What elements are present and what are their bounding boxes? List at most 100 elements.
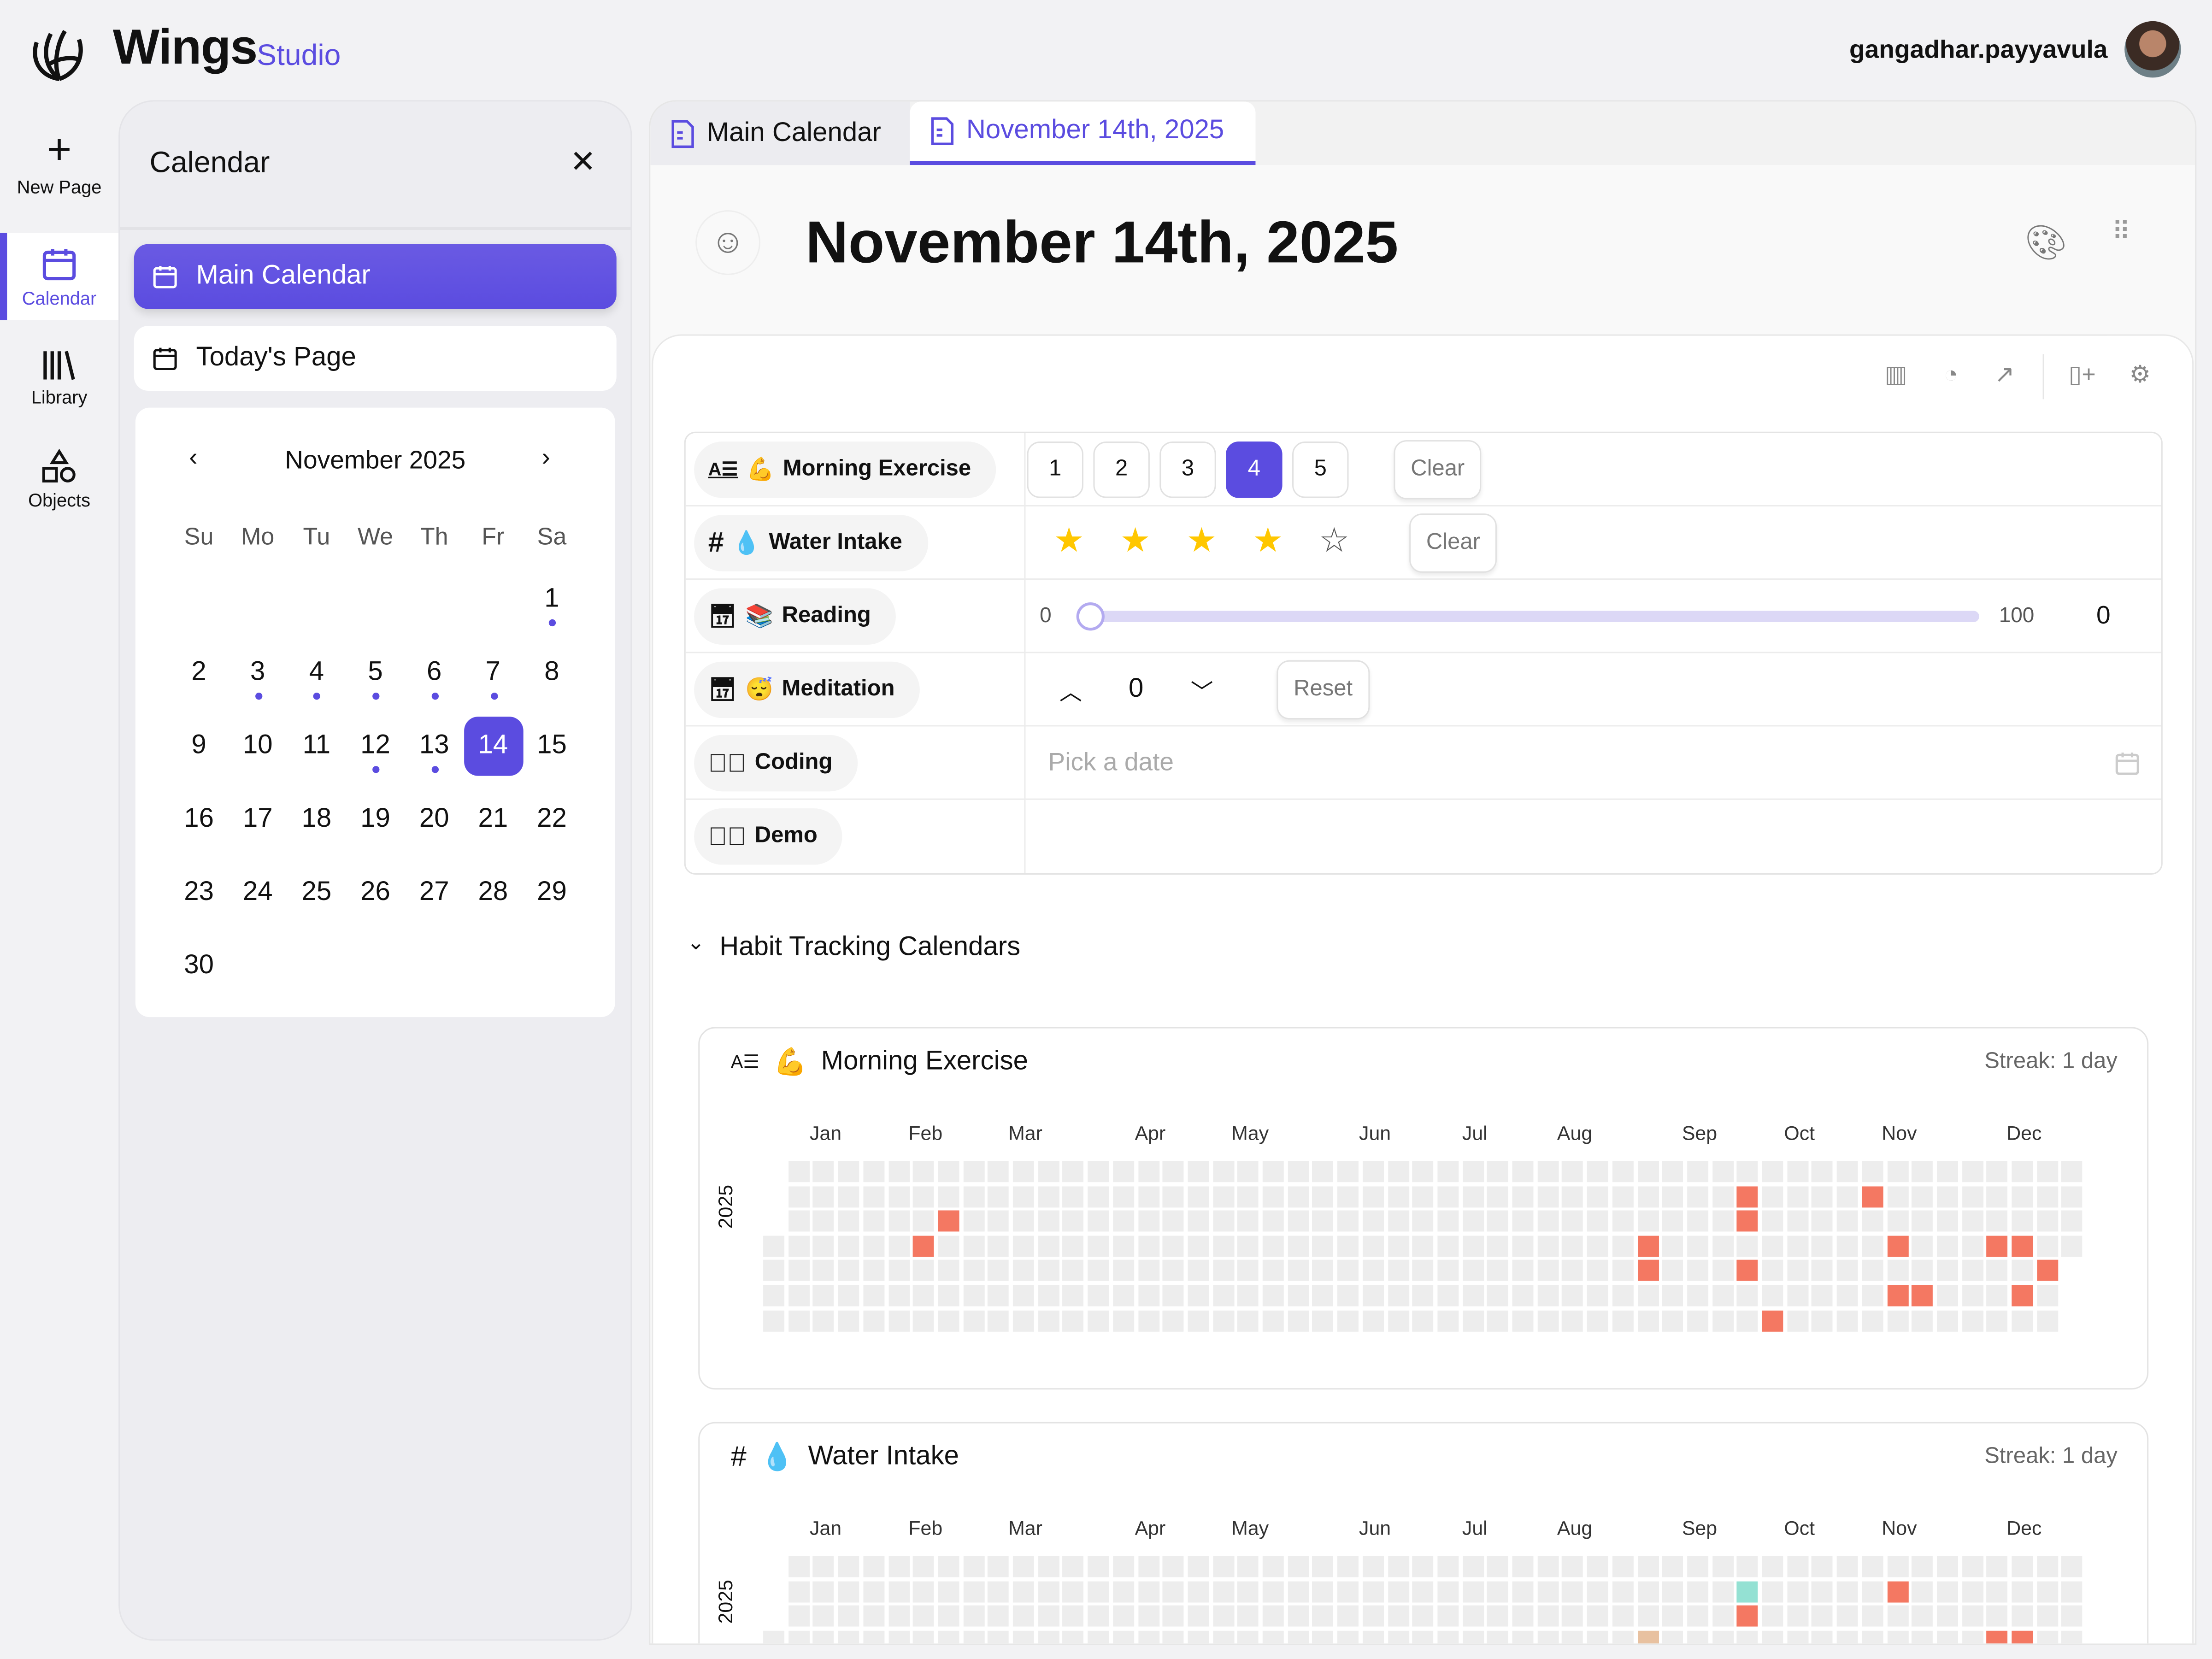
heatmap-cell[interactable]: [1712, 1630, 1733, 1644]
heatmap-cell[interactable]: [1862, 1211, 1883, 1232]
heatmap-cell[interactable]: [838, 1260, 859, 1282]
heatmap-cell[interactable]: [1312, 1161, 1334, 1182]
heatmap-cell[interactable]: [1212, 1556, 1234, 1577]
heatmap-cell[interactable]: [838, 1211, 859, 1232]
heatmap-cell[interactable]: [1412, 1186, 1434, 1207]
heatmap-cell[interactable]: [1762, 1211, 1783, 1232]
calendar-icon[interactable]: [2113, 749, 2141, 777]
heatmap-cell[interactable]: [1137, 1161, 1159, 1182]
heatmap-cell[interactable]: [2036, 1310, 2058, 1331]
heatmap-cell[interactable]: [1537, 1556, 1559, 1577]
heatmap-cell[interactable]: [1787, 1556, 1808, 1577]
star-empty-icon[interactable]: ☆: [1319, 522, 1350, 560]
heatmap-cell[interactable]: [1437, 1186, 1459, 1207]
heatmap-cell[interactable]: [888, 1235, 909, 1257]
heatmap-cell[interactable]: [1387, 1630, 1409, 1644]
drag-handle-icon[interactable]: ⠿: [2112, 217, 2130, 246]
heatmap-cell[interactable]: [1412, 1235, 1434, 1257]
heatmap-cell-filled[interactable]: [1887, 1285, 1908, 1306]
heatmap-cell[interactable]: [1012, 1285, 1034, 1306]
heatmap-cell[interactable]: [1362, 1211, 1384, 1232]
heatmap-cell[interactable]: [963, 1186, 984, 1207]
heatmap-cell[interactable]: [1961, 1556, 1983, 1577]
heatmap-cell[interactable]: [1012, 1161, 1034, 1182]
heatmap-cell[interactable]: [1737, 1630, 1759, 1644]
heatmap-cell[interactable]: [1987, 1161, 2008, 1182]
avatar[interactable]: [2124, 21, 2181, 78]
heatmap-cell[interactable]: [1862, 1630, 1883, 1644]
heatmap-cell[interactable]: [1487, 1161, 1509, 1182]
heatmap-cell[interactable]: [1612, 1581, 1634, 1602]
habit-section-title[interactable]: Habit Tracking Calendars: [719, 932, 1021, 962]
heatmap-cell[interactable]: [1936, 1606, 1958, 1627]
heatmap-cell[interactable]: [1961, 1285, 1983, 1306]
heatmap-cell[interactable]: [1088, 1161, 1109, 1182]
heatmap-cell[interactable]: [1987, 1285, 2008, 1306]
heatmap-cell[interactable]: [888, 1285, 909, 1306]
heatmap-cell[interactable]: [1188, 1211, 1209, 1232]
heatmap-cell[interactable]: [1961, 1235, 1983, 1257]
heatmap-cell[interactable]: [963, 1211, 984, 1232]
heatmap-cell[interactable]: [1188, 1310, 1209, 1331]
heatmap-cell[interactable]: [1987, 1260, 2008, 1282]
heatmap-cell[interactable]: [763, 1310, 785, 1331]
heatmap-cell[interactable]: [1412, 1260, 1434, 1282]
heatmap-cell[interactable]: [1612, 1161, 1634, 1182]
heatmap-cell[interactable]: [1662, 1161, 1683, 1182]
heatmap-cell[interactable]: [1312, 1581, 1334, 1602]
heatmap-cell[interactable]: [1012, 1581, 1034, 1602]
heatmap-cell[interactable]: [2061, 1211, 2083, 1232]
heatmap-cell-filled[interactable]: [1762, 1310, 1783, 1331]
calendar-day[interactable]: 4: [287, 643, 347, 703]
heatmap-cell[interactable]: [1887, 1310, 1908, 1331]
heatmap-cell[interactable]: [1237, 1606, 1259, 1627]
heatmap-cell[interactable]: [2036, 1235, 2058, 1257]
heatmap-cell[interactable]: [1487, 1581, 1509, 1602]
heatmap-cell[interactable]: [1862, 1161, 1883, 1182]
heatmap-cell[interactable]: [1961, 1630, 1983, 1644]
heatmap-cell[interactable]: [1712, 1260, 1733, 1282]
heatmap-cell[interactable]: [2012, 1606, 2033, 1627]
heatmap-cell[interactable]: [1262, 1581, 1284, 1602]
heatmap-cell[interactable]: [1562, 1556, 1583, 1577]
heatmap-cell[interactable]: [938, 1186, 959, 1207]
heatmap-cell[interactable]: [1437, 1606, 1459, 1627]
heatmap-cell[interactable]: [1337, 1310, 1359, 1331]
property-label[interactable]: A☰ 💪 Morning Exercise: [694, 441, 997, 498]
heatmap-cell[interactable]: [763, 1285, 785, 1306]
heatmap-cell[interactable]: [1188, 1186, 1209, 1207]
heatmap-cell[interactable]: [1637, 1310, 1659, 1331]
heatmap-cell[interactable]: [1562, 1186, 1583, 1207]
heatmap-cell[interactable]: [788, 1186, 810, 1207]
heatmap-cell[interactable]: [888, 1211, 909, 1232]
heatmap-cell[interactable]: [988, 1581, 1009, 1602]
heatmap-cell[interactable]: [1662, 1260, 1683, 1282]
heatmap-cell[interactable]: [1237, 1260, 1259, 1282]
add-column-icon[interactable]: ▯+: [2068, 361, 2096, 388]
heatmap-cell[interactable]: [1137, 1630, 1159, 1644]
heatmap-cell[interactable]: [1412, 1630, 1434, 1644]
option-button-3[interactable]: 3: [1159, 441, 1216, 498]
heatmap-cell[interactable]: [2036, 1285, 2058, 1306]
heatmap-cell[interactable]: [1237, 1581, 1259, 1602]
heatmap-cell[interactable]: [1912, 1235, 1933, 1257]
heatmap-cell[interactable]: [1912, 1260, 1933, 1282]
heatmap-cell[interactable]: [1163, 1186, 1184, 1207]
heatmap-cell[interactable]: [963, 1310, 984, 1331]
heatmap-cell[interactable]: [1637, 1285, 1659, 1306]
heatmap-cell[interactable]: [1312, 1211, 1334, 1232]
heatmap-cell[interactable]: [963, 1606, 984, 1627]
heatmap-cell[interactable]: [2036, 1581, 2058, 1602]
heatmap-cell[interactable]: [838, 1606, 859, 1627]
heatmap-cell[interactable]: [1088, 1186, 1109, 1207]
option-button-4[interactable]: 4: [1226, 441, 1282, 498]
heatmap-cell[interactable]: [1487, 1310, 1509, 1331]
heatmap-cell[interactable]: [1112, 1606, 1134, 1627]
heatmap-cell-filled[interactable]: [1737, 1211, 1759, 1232]
heatmap-cell[interactable]: [2012, 1556, 2033, 1577]
heatmap-cell[interactable]: [1812, 1161, 1833, 1182]
heatmap-cell[interactable]: [1163, 1161, 1184, 1182]
increment-icon[interactable]: ︿: [1059, 681, 1082, 706]
heatmap-cell[interactable]: [813, 1161, 835, 1182]
option-button-2[interactable]: 2: [1093, 441, 1150, 498]
